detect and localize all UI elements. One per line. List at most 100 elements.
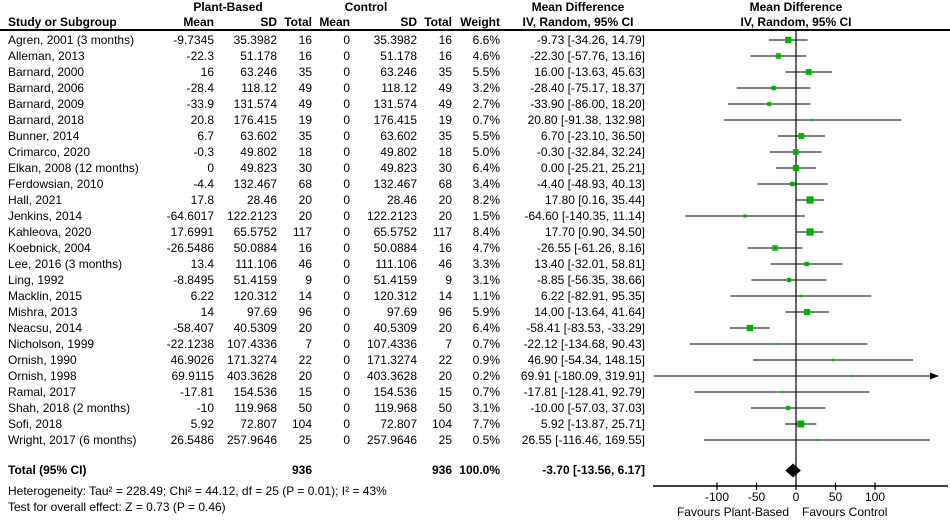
weight: 2.7% xyxy=(472,97,500,111)
group-header-plant-based: Plant-Based xyxy=(193,0,263,14)
c-total: 9 xyxy=(445,273,452,287)
pb-sd: 154.536 xyxy=(233,385,277,399)
c-total: 49 xyxy=(438,97,452,111)
pb-mean: 5.92 xyxy=(190,417,214,431)
pb-sd: 171.3274 xyxy=(226,353,277,367)
table-row: Barnard, 2006 -28.4 118.12 49 0 118.12 49 3.2% -… xyxy=(0,80,950,96)
c-sd: 97.69 xyxy=(386,305,417,319)
pooled-effect-diamond xyxy=(785,463,801,478)
md-ci-text: 17.80 [0.16, 35.44] xyxy=(544,193,645,207)
pb-mean: -17.81 xyxy=(179,385,214,399)
weight: 6.4% xyxy=(472,161,500,175)
pb-total: 22 xyxy=(298,353,312,367)
c-sd: 131.574 xyxy=(373,97,417,111)
md-ci-text: -8.85 [-56.35, 38.66] xyxy=(536,273,645,287)
c-total: 104 xyxy=(431,417,452,431)
md-ci-text: 0.00 [-25.21, 25.21] xyxy=(540,161,645,175)
axis-tick-label: 0 xyxy=(793,490,800,504)
c-mean: 0 xyxy=(343,321,350,335)
study-name: Ornish, 1990 xyxy=(8,353,77,367)
c-total: 16 xyxy=(438,33,452,47)
md-ci-text: 69.91 [-180.09, 319.91] xyxy=(520,369,645,383)
study-name: Jenkins, 2014 xyxy=(8,209,83,223)
weight: 0.7% xyxy=(472,385,500,399)
c-mean: 0 xyxy=(343,33,350,47)
pb-sd: 49.802 xyxy=(240,145,277,159)
c-total: 16 xyxy=(438,49,452,63)
pb-sd: 131.574 xyxy=(233,97,277,111)
study-name: Ling, 1992 xyxy=(8,273,65,287)
pb-sd: 119.968 xyxy=(234,401,278,415)
pb-total: 35 xyxy=(298,129,312,143)
pb-total: 49 xyxy=(298,97,312,111)
pb-sd: 403.3628 xyxy=(226,369,277,383)
study-name: Ornish, 1998 xyxy=(8,369,77,383)
weight: 5.9% xyxy=(472,305,500,319)
table-row: Shah, 2018 (2 months) -10 119.968 50 0 119.96… xyxy=(0,400,950,416)
pb-mean: -58.407 xyxy=(173,321,214,335)
study-name: Neacsu, 2014 xyxy=(8,321,83,335)
col-header-weight: Weight xyxy=(460,15,500,29)
pb-sd: 63.246 xyxy=(240,65,277,79)
c-sd: 35.3982 xyxy=(373,33,417,47)
c-mean: 0 xyxy=(343,209,350,223)
c-total: 20 xyxy=(438,209,452,223)
pb-mean: 13.4 xyxy=(190,257,214,271)
pb-sd: 97.69 xyxy=(246,305,277,319)
table-row: Lee, 2016 (3 months) 13.4 111.106 46 0 111.10… xyxy=(0,256,950,272)
pb-sd: 111.106 xyxy=(235,257,277,271)
c-mean: 0 xyxy=(343,49,350,63)
md-ci-text: 17.70 [0.90, 34.50] xyxy=(544,225,645,239)
pb-total: 20 xyxy=(298,369,312,383)
c-total: 20 xyxy=(438,369,452,383)
study-name: Wright, 2017 (6 months) xyxy=(8,433,137,447)
study-name: Ramal, 2017 xyxy=(8,385,77,399)
c-mean: 0 xyxy=(343,401,350,415)
table-row: Ferdowsian, 2010 -4.4 132.467 68 0 132.467 68 3… xyxy=(0,176,950,192)
pb-mean: -22.3 xyxy=(186,49,214,63)
c-mean: 0 xyxy=(343,113,350,127)
c-sd: 65.5752 xyxy=(373,225,417,239)
total-md-ci: -3.70 [-13.56, 6.17] xyxy=(542,463,645,477)
table-row: Ramal, 2017 -17.81 154.536 15 0 154.536 15 0.7%… xyxy=(0,384,950,400)
c-mean: 0 xyxy=(343,225,350,239)
c-sd: 28.46 xyxy=(386,193,417,207)
pb-mean: -10 xyxy=(196,401,214,415)
study-name: Macklin, 2015 xyxy=(8,289,83,303)
c-total: 96 xyxy=(438,305,452,319)
pb-total: 20 xyxy=(298,193,312,207)
pb-mean: -22.1238 xyxy=(166,337,214,351)
weight: 3.1% xyxy=(472,273,500,287)
c-sd: 118.12 xyxy=(381,81,417,95)
c-sd: 119.968 xyxy=(374,401,418,415)
total-pb-n: 936 xyxy=(291,463,312,477)
c-total: 15 xyxy=(438,385,452,399)
pb-total: 96 xyxy=(298,305,312,319)
md-ci-text: 6.22 [-82.91, 95.35] xyxy=(540,289,645,303)
c-sd: 176.415 xyxy=(373,113,417,127)
c-total: 19 xyxy=(438,113,452,127)
weight: 0.7% xyxy=(472,337,500,351)
pb-total: 50 xyxy=(298,401,312,415)
c-total: 18 xyxy=(438,145,452,159)
c-sd: 49.823 xyxy=(380,161,417,175)
pb-sd: 257.9646 xyxy=(226,433,277,447)
c-total: 49 xyxy=(438,81,452,95)
study-name: Agren, 2001 (3 months) xyxy=(8,33,135,47)
c-mean: 0 xyxy=(343,161,350,175)
md-ci-text: -9.73 [-34.26, 14.79] xyxy=(536,33,645,47)
c-sd: 72.807 xyxy=(380,417,417,431)
col-header-pb-sd: SD xyxy=(260,15,277,29)
pb-mean: 46.9026 xyxy=(170,353,214,367)
md-ci-text: -10.00 [-57.03, 37.03] xyxy=(530,401,645,415)
plot-column-subtitle: IV, Random, 95% CI xyxy=(740,15,852,29)
c-mean: 0 xyxy=(343,289,350,303)
weight: 4.7% xyxy=(472,241,500,255)
pb-sd: 122.2123 xyxy=(226,209,277,223)
c-total: 50 xyxy=(438,401,452,415)
study-name: Koebnick, 2004 xyxy=(8,241,91,255)
c-mean: 0 xyxy=(343,417,350,431)
c-mean: 0 xyxy=(343,241,350,255)
col-header-pb-total: Total xyxy=(284,15,312,29)
weight: 0.2% xyxy=(472,369,500,383)
